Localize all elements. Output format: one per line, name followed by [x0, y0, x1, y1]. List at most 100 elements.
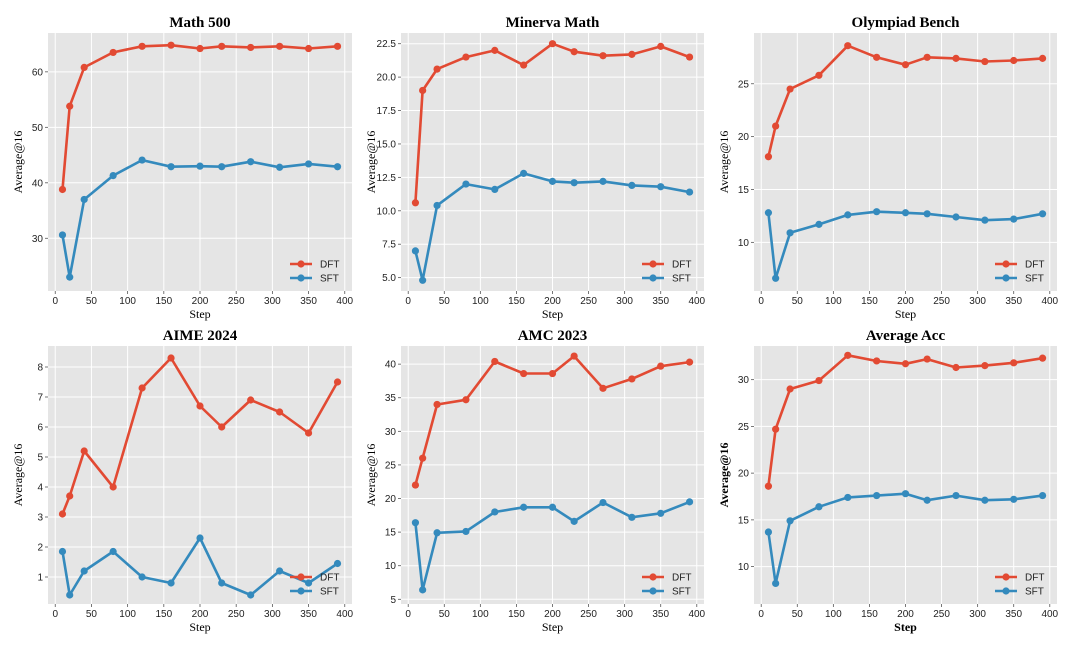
chart-title: Average Acc [866, 328, 946, 344]
data-point [419, 86, 427, 95]
data-point [901, 61, 910, 69]
legend-label-dft: DFT [1025, 260, 1044, 271]
legend: DFT SFT [642, 260, 691, 285]
x-tick-label: 400 [336, 609, 353, 620]
data-point [167, 41, 175, 49]
data-point [520, 369, 528, 378]
data-point [599, 384, 607, 392]
data-point [981, 496, 989, 504]
series-line-dft [414, 42, 691, 203]
data-point [304, 44, 313, 53]
y-tick-label: 10 [385, 561, 397, 572]
y-tick-label: 5 [390, 595, 396, 606]
data-point [304, 160, 313, 168]
x-axis-label: Step [189, 307, 210, 321]
data-point [923, 53, 931, 61]
legend-label-sft: SFT [1025, 274, 1044, 285]
data-point [628, 375, 636, 383]
data-point [411, 247, 420, 255]
x-tick-label: 50 [792, 296, 804, 307]
data-point [247, 591, 255, 599]
data-point [66, 591, 74, 599]
data-point [772, 274, 780, 282]
legend-label-sft: SFT [1025, 587, 1044, 598]
legend-label-dft: DFT [672, 573, 691, 584]
series-sft [58, 156, 342, 281]
y-tick-label: 17.5 [377, 106, 397, 117]
data-point [786, 229, 794, 237]
x-tick-label: 250 [933, 609, 950, 620]
y-tick-label: 4 [37, 483, 43, 494]
y-tick-label: 5 [37, 453, 43, 464]
x-tick-label: 200 [544, 296, 561, 307]
y-tick-label: 30 [738, 375, 750, 386]
data-point [491, 185, 499, 194]
data-point [247, 158, 255, 166]
x-tick-label: 100 [825, 296, 842, 307]
data-point [66, 102, 74, 110]
legend-label-sft: SFT [320, 587, 339, 598]
x-tick-label: 350 [652, 296, 669, 307]
data-point [247, 396, 255, 404]
y-axis-label: Average@16 [717, 131, 731, 194]
x-tick-label: 400 [688, 296, 705, 307]
data-point [276, 567, 284, 575]
data-point [628, 513, 636, 521]
y-tick-label: 15 [738, 185, 750, 196]
y-tick-label: 15.0 [377, 139, 397, 150]
legend: DFT SFT [995, 573, 1044, 598]
data-point [657, 509, 665, 517]
series-dft [411, 40, 694, 207]
data-point [66, 273, 74, 281]
x-tick-label: 350 [1005, 609, 1022, 620]
y-tick-label: 35 [385, 393, 397, 404]
data-point [628, 50, 636, 58]
data-point [1010, 359, 1018, 367]
x-tick-label: 350 [300, 296, 317, 307]
y-tick-label: 6 [37, 423, 43, 434]
data-point [570, 179, 578, 187]
data-point [1038, 54, 1047, 62]
data-point [520, 61, 528, 69]
y-tick-label: 7.5 [382, 240, 396, 251]
data-point [815, 71, 823, 79]
series-line-dft [61, 43, 338, 190]
data-point [333, 42, 342, 50]
legend-label-dft: DFT [672, 260, 691, 271]
y-tick-label: 8 [37, 363, 43, 374]
subplot-3: 0 50 100 150 200 250 300 350 400 10 15 20 25 Olympiad… [717, 15, 1059, 321]
y-tick-label: 40 [32, 178, 44, 189]
x-tick-label: 0 [405, 296, 411, 307]
x-axis-label: Step [895, 307, 916, 321]
data-point [276, 42, 284, 50]
data-point [58, 231, 67, 239]
data-point [923, 496, 931, 504]
data-point [764, 482, 773, 490]
chart-title: Minerva Math [506, 15, 600, 31]
x-tick-label: 0 [405, 609, 411, 620]
y-tick-label: 25 [738, 422, 750, 433]
data-point [419, 586, 427, 594]
series-dft [764, 42, 1047, 161]
x-tick-label: 200 [897, 296, 914, 307]
x-tick-label: 0 [758, 609, 764, 620]
legend: DFT SFT [290, 260, 339, 285]
data-point [109, 547, 117, 556]
data-point [462, 53, 470, 61]
data-point [815, 376, 823, 385]
legend-label-sft: SFT [672, 274, 691, 285]
series-sft [764, 490, 1047, 588]
series-line-sft [767, 492, 1043, 585]
legend-label-dft: DFT [320, 573, 339, 584]
chart-title: Olympiad Bench [852, 15, 961, 31]
chart-title: AIME 2024 [163, 328, 238, 344]
data-point [685, 358, 694, 366]
x-tick-label: 300 [616, 609, 633, 620]
y-tick-label: 20 [738, 132, 750, 143]
x-tick-label: 50 [439, 609, 451, 620]
data-point [411, 481, 420, 489]
series-dft [58, 41, 342, 194]
data-point [815, 503, 823, 511]
y-tick-label: 50 [32, 123, 44, 134]
data-point [570, 517, 578, 525]
